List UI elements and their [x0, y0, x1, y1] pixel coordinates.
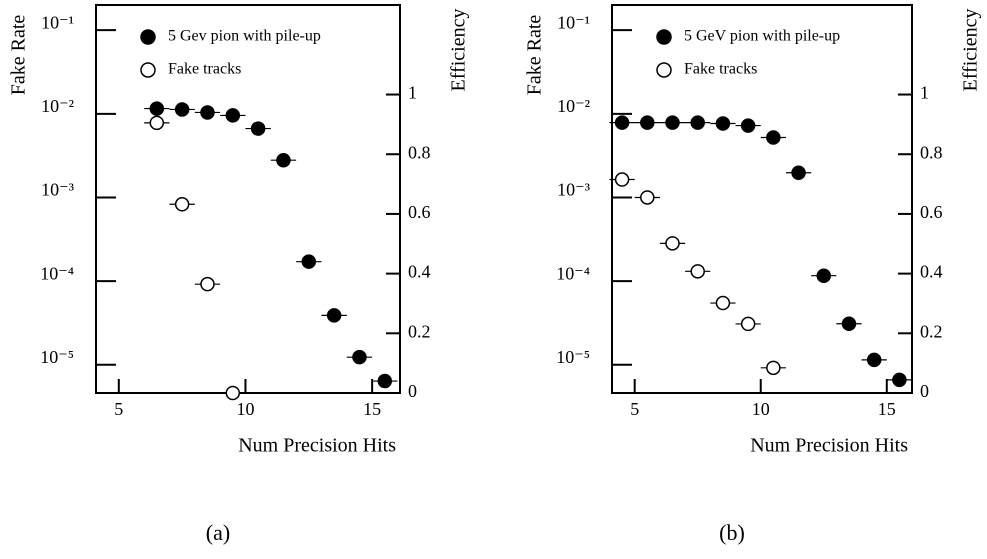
data-point [766, 360, 781, 376]
x-axis-title: Num Precision Hits [238, 435, 396, 457]
plot-frame [611, 4, 913, 394]
data-point [690, 115, 705, 130]
data-point [250, 121, 266, 136]
data-point [665, 115, 680, 130]
y2-tick-label: 0.8 [920, 142, 943, 162]
y-tick-label: 10⁻³ [41, 180, 75, 200]
legend-marker [656, 29, 672, 45]
y2-tick-label: 0.2 [408, 321, 431, 341]
data-point [149, 115, 165, 131]
x-tick-label: 10 [752, 399, 770, 419]
legend-marker [140, 62, 156, 78]
x-tick-label: 15 [363, 399, 381, 419]
data-point [614, 172, 630, 187]
y-tick-label: 10⁻¹ [41, 12, 74, 32]
data-point [866, 352, 882, 368]
data-point [690, 264, 705, 279]
legend-label: Fake tracks [168, 61, 241, 78]
y2-tick-label: 1 [920, 83, 929, 103]
y2-axis-title: Efficiency [960, 9, 982, 92]
data-point [276, 152, 291, 168]
data-point [174, 197, 190, 212]
data-point [791, 165, 806, 180]
data-point [225, 385, 241, 401]
data-point [326, 308, 342, 323]
x-tick-label: 5 [630, 399, 639, 419]
y-tick-label: 10⁻⁵ [40, 347, 74, 367]
data-point [149, 101, 165, 116]
y-tick-label: 10⁻¹ [557, 12, 590, 32]
data-point [352, 349, 367, 365]
data-point [640, 190, 655, 205]
y-tick-label: 10⁻² [557, 96, 590, 116]
y-tick-label: 10⁻⁵ [556, 347, 590, 367]
caption: (b) [719, 520, 745, 545]
y-tick-label: 10⁻⁴ [556, 263, 590, 283]
data-point [301, 254, 317, 269]
y2-tick-label: 0 [920, 381, 929, 401]
data-point [841, 316, 857, 332]
y2-tick-label: 0.4 [408, 262, 431, 282]
data-point [892, 372, 907, 388]
legend-label: Fake tracks [684, 61, 757, 78]
data-point [665, 236, 680, 251]
x-tick-label: 15 [878, 399, 896, 419]
x-tick-label: 10 [236, 399, 254, 419]
data-point [200, 276, 215, 292]
y-tick-label: 10⁻⁴ [40, 263, 74, 283]
legend-marker [140, 29, 156, 45]
x-axis-title: Num Precision Hits [750, 435, 908, 457]
data-point [766, 130, 781, 145]
data-point [377, 373, 393, 389]
x-tick-label: 5 [114, 399, 123, 419]
data-point [715, 116, 731, 131]
data-point [740, 118, 756, 133]
y-tick-label: 10⁻³ [557, 180, 591, 200]
y2-tick-label: 0.2 [920, 321, 943, 341]
y2-tick-label: 0.8 [408, 142, 431, 162]
y2-tick-label: 0.6 [920, 202, 943, 222]
data-point [640, 115, 655, 130]
y-axis-title: Fake Rate [8, 15, 30, 96]
data-point [816, 268, 832, 283]
data-point [200, 105, 215, 120]
y2-tick-label: 1 [408, 83, 417, 103]
y2-axis-title: Efficiency [448, 9, 470, 92]
plot-frame [95, 4, 401, 394]
data-point [225, 108, 241, 123]
y2-tick-label: 0.6 [408, 202, 431, 222]
y-tick-label: 10⁻² [41, 96, 74, 116]
y-axis-title: Fake Rate [524, 15, 546, 96]
data-point [174, 102, 190, 117]
data-point [614, 115, 630, 130]
legend-label: 5 GeV pion with pile-up [684, 28, 840, 45]
legend-marker [656, 62, 672, 78]
y2-tick-label: 0.4 [920, 262, 943, 282]
data-point [740, 316, 756, 332]
y2-tick-label: 0 [408, 381, 417, 401]
legend-label: 5 Gev pion with pile-up [168, 28, 321, 45]
caption: (a) [206, 520, 230, 545]
data-point [715, 295, 731, 311]
